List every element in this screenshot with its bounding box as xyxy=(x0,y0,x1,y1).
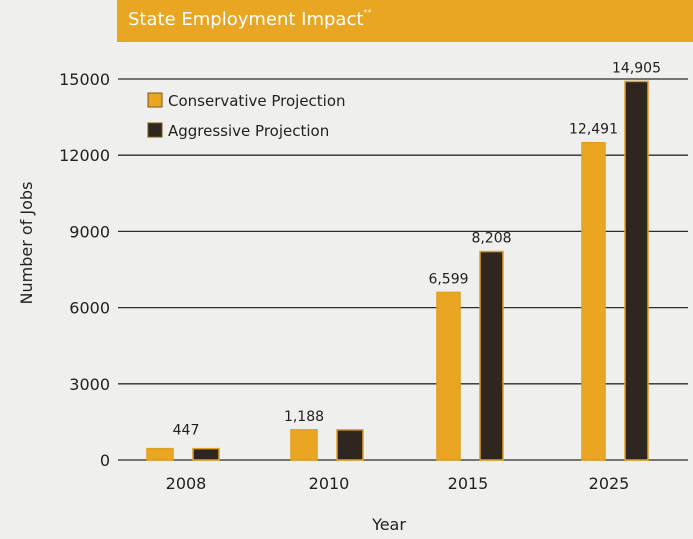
y-tick-label: 9000 xyxy=(69,222,110,241)
y-tick-label: 6000 xyxy=(69,299,110,318)
y-tick-label: 15000 xyxy=(59,70,110,89)
y-axis-ticks: 0 3000 6000 9000 12000 15000 xyxy=(59,70,110,470)
legend-swatch-aggressive xyxy=(147,122,163,138)
data-label-aggressive: 8,208 xyxy=(471,231,511,247)
legend: Conservative Projection Aggressive Proje… xyxy=(147,92,346,140)
x-tick-label: 2025 xyxy=(589,474,630,493)
data-label-conservative: 6,599 xyxy=(428,271,468,287)
data-label-conservative: 447 xyxy=(173,423,200,439)
chart-title: State Employment Impact** xyxy=(128,8,372,30)
x-tick-label: 2010 xyxy=(309,474,350,493)
bar-aggressive xyxy=(624,80,649,461)
bar-conservative xyxy=(146,447,174,461)
data-label-aggressive: 14,905 xyxy=(612,60,661,76)
x-axis-title: Year xyxy=(371,515,406,534)
chart-title-footnote-mark: ** xyxy=(363,8,372,17)
bar-conservative xyxy=(290,429,318,461)
x-tick-label: 2015 xyxy=(448,474,489,493)
bar-conservative xyxy=(436,291,461,461)
bar-aggressive xyxy=(479,250,504,461)
x-tick-label: 2008 xyxy=(166,474,207,493)
data-label-conservative: 1,188 xyxy=(284,409,324,425)
y-tick-label: 3000 xyxy=(69,375,110,394)
x-axis-ticks: 2008 2010 2015 2025 xyxy=(166,474,630,493)
legend-label-aggressive: Aggressive Projection xyxy=(168,122,329,140)
legend-swatch-conservative xyxy=(147,92,163,108)
bar-conservative xyxy=(581,141,606,461)
y-tick-label: 12000 xyxy=(59,146,110,165)
bar-aggressive xyxy=(336,429,364,461)
legend-label-conservative: Conservative Projection xyxy=(168,92,346,110)
y-axis-title: Number of Jobs xyxy=(17,182,36,305)
bars xyxy=(146,80,649,461)
y-tick-label: 0 xyxy=(100,451,110,470)
bar-aggressive xyxy=(192,447,220,461)
data-labels: 447 1,188 6,599 8,208 12,491 14,905 xyxy=(173,60,661,438)
data-label-conservative: 12,491 xyxy=(569,122,618,138)
chart-title-bar: State Employment Impact** xyxy=(117,0,693,42)
chart-title-text: State Employment Impact xyxy=(128,9,364,30)
